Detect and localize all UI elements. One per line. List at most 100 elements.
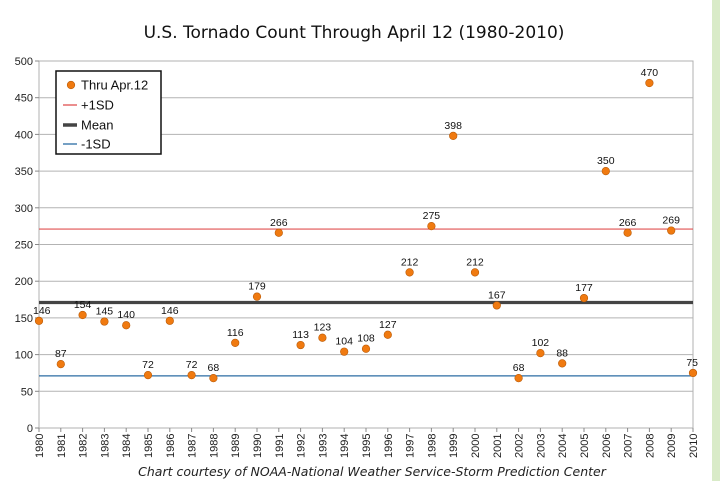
- y-tick-label: 100: [15, 350, 33, 362]
- x-axis: 1980 1981 1982 1983 1984 1985 1986 1987 1988 1989…: [34, 428, 700, 458]
- data-label: 113: [292, 329, 309, 341]
- y-tick-label: 300: [15, 203, 33, 215]
- x-tick-label: 1999: [448, 434, 460, 458]
- data-point: [645, 78, 654, 88]
- legend-marker-thru: [66, 80, 76, 90]
- data-label: 72: [142, 359, 154, 371]
- data-label: 266: [619, 217, 637, 229]
- data-point: [449, 131, 458, 140]
- x-tick-label: 2004: [557, 434, 569, 458]
- x-tick-label: 1986: [165, 434, 177, 458]
- x-tick-label: 1980: [34, 434, 46, 458]
- data-point: [558, 359, 567, 368]
- data-point: [318, 333, 327, 342]
- data-label: 145: [96, 306, 114, 318]
- x-tick-label: 1992: [296, 434, 308, 458]
- y-tick-label: 500: [15, 56, 33, 68]
- y-tick-label: 150: [15, 313, 33, 325]
- legend-box: [55, 70, 162, 155]
- x-tick-label: 2006: [601, 434, 613, 458]
- legend: Thru Apr.12 +1SD Mean -1SD: [55, 70, 162, 155]
- data-point: [122, 321, 131, 330]
- x-tick-label: 2009: [666, 434, 678, 458]
- data-point: [383, 330, 392, 339]
- data-point: [209, 373, 218, 383]
- data-label: 212: [466, 256, 484, 268]
- x-tick-label: 2005: [579, 434, 591, 458]
- x-tick-label: 1995: [361, 434, 373, 458]
- x-tick-label: 1985: [143, 434, 155, 458]
- data-point: [623, 228, 632, 237]
- data-label: 154: [74, 299, 92, 311]
- x-tick-label: 1988: [208, 434, 220, 458]
- y-tick-label: 400: [15, 129, 33, 141]
- x-tick-label: 2010: [688, 434, 700, 458]
- data-label: 116: [227, 327, 244, 339]
- x-tick-label: 1993: [317, 434, 329, 458]
- data-point: [601, 167, 610, 176]
- data-point: [667, 226, 676, 235]
- data-point: [143, 371, 153, 380]
- y-tick-label: 0: [27, 423, 33, 435]
- data-point: [78, 310, 87, 320]
- data-label: 140: [117, 309, 135, 321]
- data-point: [187, 371, 196, 380]
- y-tick-label: 50: [21, 386, 33, 398]
- data-point: [296, 340, 305, 350]
- data-label: 266: [270, 217, 288, 229]
- data-point: [252, 292, 262, 301]
- data-point: [688, 368, 698, 378]
- data-label: 87: [55, 348, 67, 360]
- data-label: 146: [161, 305, 179, 317]
- data-label: 177: [575, 282, 593, 294]
- data-label: 269: [662, 215, 680, 227]
- x-tick-label: 1998: [426, 434, 438, 458]
- y-tick-label: 250: [15, 240, 33, 252]
- y-tick-label: 450: [15, 93, 33, 105]
- data-point: [361, 344, 371, 353]
- x-tick-label: 2001: [492, 434, 504, 458]
- data-label: 104: [335, 336, 353, 348]
- chart-credit: Chart courtesy of NOAA-National Weather …: [138, 464, 607, 479]
- x-tick-label: 1981: [56, 434, 68, 458]
- data-label: 146: [33, 305, 51, 317]
- data-label: 68: [208, 362, 220, 374]
- data-label: 127: [379, 319, 397, 331]
- data-point: [231, 338, 240, 347]
- x-tick-label: 2007: [623, 434, 635, 458]
- x-tick-label: 1991: [274, 434, 286, 458]
- data-label: 108: [357, 333, 375, 345]
- data-label: 123: [314, 322, 332, 334]
- data-point: [165, 316, 174, 325]
- legend-label-plus1sd: +1SD: [81, 98, 114, 113]
- data-point: [492, 301, 501, 310]
- data-point: [427, 222, 436, 231]
- x-tick-label: 1984: [121, 434, 133, 458]
- legend-label-thru: Thru Apr.12: [81, 78, 148, 93]
- y-tick-label: 350: [15, 166, 33, 178]
- data-point: [56, 360, 65, 369]
- data-label: 470: [641, 67, 659, 79]
- x-tick-label: 2002: [514, 434, 526, 458]
- legend-label-minus1sd: -1SD: [81, 137, 111, 152]
- x-tick-label: 1982: [78, 434, 90, 458]
- x-tick-label: 1994: [339, 434, 351, 458]
- data-point: [514, 373, 523, 383]
- data-point: [340, 347, 349, 356]
- x-tick-label: 1987: [187, 434, 199, 458]
- data-label: 68: [513, 362, 525, 374]
- data-point: [274, 228, 283, 237]
- x-tick-label: 2000: [470, 434, 482, 458]
- chart-title: U.S. Tornado Count Through April 12 (198…: [144, 23, 565, 43]
- data-label: 212: [401, 256, 419, 268]
- data-point: [579, 293, 589, 303]
- side-stripe: [712, 0, 720, 481]
- data-label: 179: [248, 281, 266, 293]
- y-axis: 0 50 100 150 200 250 300 350 400 450 500: [15, 56, 39, 435]
- data-label: 75: [686, 357, 698, 369]
- data-point: [100, 317, 109, 326]
- legend-label-mean: Mean: [81, 118, 114, 133]
